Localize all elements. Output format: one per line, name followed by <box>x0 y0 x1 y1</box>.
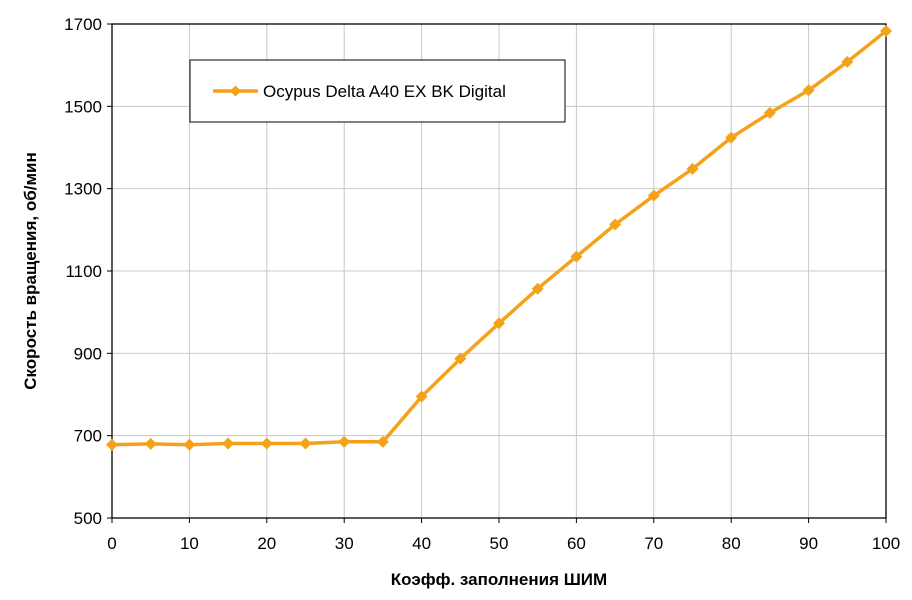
y-tick-label: 1300 <box>64 180 102 199</box>
series-group <box>106 24 892 451</box>
y-tick-label: 900 <box>74 344 102 363</box>
x-tick-label: 90 <box>799 534 818 553</box>
x-axis-title: Коэфф. заполнения ШИМ <box>391 570 607 589</box>
data-point <box>415 390 428 403</box>
data-point <box>106 438 118 451</box>
y-axis: 500 700 900 1100 1300 1500 1700 <box>64 15 112 528</box>
x-tick-label: 30 <box>335 534 354 553</box>
x-tick-label: 80 <box>722 534 741 553</box>
data-point <box>338 435 351 448</box>
y-axis-title: Скорость вращения, об/мин <box>21 152 40 390</box>
y-tick-label: 1100 <box>65 262 102 281</box>
y-tick-label: 1700 <box>64 15 102 34</box>
x-tick-label: 50 <box>490 534 509 553</box>
x-tick-label: 70 <box>644 534 663 553</box>
data-point <box>222 437 235 450</box>
y-tick-label: 500 <box>74 509 102 528</box>
data-point <box>183 438 196 451</box>
x-tick-label: 10 <box>180 534 199 553</box>
x-tick-label: 20 <box>257 534 276 553</box>
data-point <box>144 437 157 450</box>
y-tick-label: 700 <box>74 427 102 446</box>
data-point <box>686 162 699 175</box>
legend-label: Ocypus Delta A40 EX BK Digital <box>263 82 506 101</box>
data-point <box>841 55 854 68</box>
x-tick-label: 100 <box>872 534 900 553</box>
data-point <box>493 317 505 330</box>
x-tick-label: 40 <box>412 534 431 553</box>
x-tick-label: 0 <box>107 534 116 553</box>
data-point <box>454 352 467 365</box>
x-axis: 0 10 20 30 40 50 60 70 80 90 100 <box>107 518 900 553</box>
data-point <box>531 282 544 295</box>
data-point <box>260 437 273 450</box>
data-point <box>299 437 312 450</box>
y-tick-label: 1500 <box>64 97 102 116</box>
data-point <box>725 131 738 144</box>
data-point <box>570 250 583 263</box>
x-tick-label: 60 <box>567 534 586 553</box>
data-point <box>376 435 389 448</box>
data-point <box>763 106 776 119</box>
data-point <box>647 189 660 202</box>
legend: Ocypus Delta A40 EX BK Digital <box>189 59 566 123</box>
data-point <box>802 84 815 97</box>
data-point <box>609 218 622 231</box>
data-point <box>880 24 892 37</box>
legend-marker <box>230 85 241 97</box>
